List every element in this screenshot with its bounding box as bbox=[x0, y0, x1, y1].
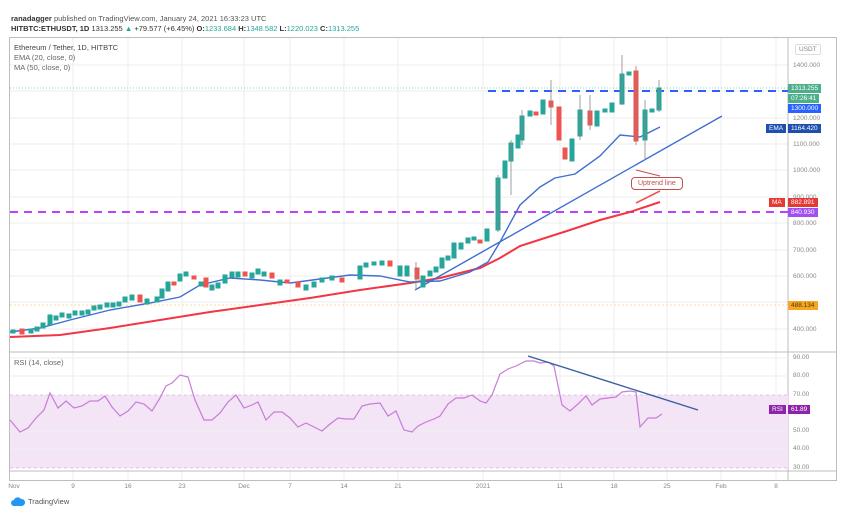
ema-tag-value: 1164.420 bbox=[788, 124, 821, 133]
ma-tag-value: 882.891 bbox=[788, 198, 818, 207]
legend-title[interactable]: Ethereum / Tether, 1D, HITBTC bbox=[14, 43, 119, 52]
ema-tag-label: EMA bbox=[766, 124, 787, 133]
rsi-legend[interactable]: RSI (14, close) bbox=[14, 358, 64, 367]
brand-name: TradingView bbox=[28, 497, 70, 506]
last-price-tag: 1313.255 bbox=[788, 84, 822, 93]
price-change: +79.577 (+6.45%) bbox=[134, 24, 195, 33]
level-tag: 488.134 bbox=[788, 301, 818, 310]
rsi-grid bbox=[10, 357, 788, 450]
main-legend: Ethereum / Tether, 1D, HITBTC EMA (20, c… bbox=[14, 43, 118, 73]
ma50-line[interactable] bbox=[9, 201, 661, 338]
chart-frame bbox=[9, 37, 837, 481]
open-value: 1233.684 bbox=[204, 24, 237, 33]
rsi-line[interactable] bbox=[9, 360, 663, 433]
support-tag: 840.930 bbox=[788, 208, 818, 217]
tradingview-logo[interactable]: TradingView bbox=[11, 497, 69, 506]
ma-tag-label: MA bbox=[769, 198, 785, 207]
high-value: 1348.582 bbox=[246, 24, 278, 33]
uptrend-line-label[interactable]: Uptrend line bbox=[631, 177, 683, 190]
currency-label[interactable]: USDT bbox=[795, 44, 821, 55]
candles[interactable] bbox=[10, 55, 662, 335]
rsi-divergence-line[interactable] bbox=[527, 355, 699, 411]
publish-text: published on TradingView.com, January 24… bbox=[53, 14, 267, 23]
symbol: HITBTC:ETHUSDT, 1D bbox=[11, 24, 90, 33]
legend-ema[interactable]: EMA (20, close, 0) bbox=[14, 53, 76, 62]
annotation-pointer bbox=[635, 169, 661, 177]
last-price: 1313.255 bbox=[91, 24, 123, 33]
uptrend-line[interactable] bbox=[414, 115, 723, 291]
close-value: 1313.255 bbox=[327, 24, 360, 33]
rsi-tag-label: RSI bbox=[769, 405, 786, 414]
author-name[interactable]: ranadagger bbox=[11, 14, 52, 23]
low-value: 1220.023 bbox=[286, 24, 318, 33]
cloud-icon bbox=[11, 497, 25, 506]
up-arrow-icon: ▲ bbox=[124, 24, 133, 33]
publish-info: ranadagger published on TradingView.com,… bbox=[11, 14, 266, 23]
countdown-tag: 07:26:41 bbox=[788, 94, 820, 103]
legend-ma[interactable]: MA (50, close, 0) bbox=[14, 63, 71, 72]
rsi-tag-value: 61.89 bbox=[788, 405, 811, 414]
annotation-red-arrow bbox=[635, 190, 661, 204]
ohlc-bar: HITBTC:ETHUSDT, 1D 1313.255 ▲ +79.577 (+… bbox=[11, 24, 360, 33]
resistance-tag: 1300.000 bbox=[788, 104, 822, 113]
